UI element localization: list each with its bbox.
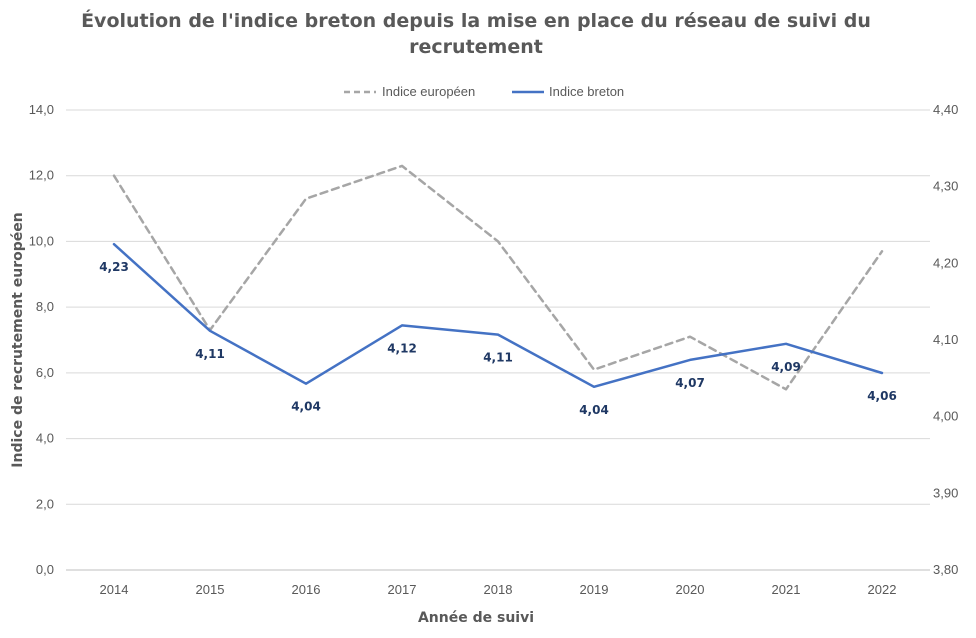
x-tick-label: 2020 (676, 582, 705, 597)
left-tick-label: 4,0 (36, 431, 54, 446)
series-line-indice-europeen (112, 164, 884, 391)
data-label: 4,04 (579, 403, 609, 417)
right-tick-label: 3,90 (933, 485, 958, 500)
left-tick-label: 10,0 (29, 233, 54, 248)
data-labels: 4,23 4,11 4,04 4,12 4,11 4,04 4,07 4,09 4,06 (99, 260, 897, 417)
x-tick-label: 2018 (484, 582, 513, 597)
data-label: 4,07 (675, 376, 705, 390)
right-tick-label: 4,10 (933, 332, 958, 347)
left-tick-label: 6,0 (36, 365, 54, 380)
left-tick-label: 8,0 (36, 299, 54, 314)
data-label: 4,23 (99, 260, 129, 274)
x-tick-label: 2022 (868, 582, 897, 597)
chart-title-line-1: Évolution de l'indice breton depuis la m… (81, 9, 871, 32)
right-tick-label: 4,20 (933, 255, 958, 270)
left-tick-label: 0,0 (36, 562, 54, 577)
x-tick-label: 2021 (772, 582, 801, 597)
left-tick-label: 12,0 (29, 168, 54, 183)
y-axis-title: Indice de recrutement européen (10, 212, 26, 467)
right-tick-label: 4,30 (933, 179, 958, 194)
series-layer (112, 164, 884, 391)
right-tick-label: 4,40 (933, 102, 958, 117)
data-label: 4,04 (291, 400, 321, 414)
data-label: 4,06 (867, 389, 897, 403)
gridlines (66, 109, 930, 571)
right-tick-label: 3,80 (933, 562, 958, 577)
data-label: 4,11 (483, 351, 513, 365)
data-label: 4,12 (387, 341, 417, 355)
x-axis-title: Année de suivi (418, 610, 534, 626)
data-label: 4,09 (771, 360, 801, 374)
left-tick-label: 2,0 (36, 496, 54, 511)
x-tick-label: 2017 (388, 582, 417, 597)
x-tick-label: 2019 (580, 582, 609, 597)
x-tick-label: 2015 (196, 582, 225, 597)
right-tick-label: 4,00 (933, 409, 958, 424)
series-line-indice-breton (112, 242, 884, 389)
legend-label-indice-breton: Indice breton (549, 84, 624, 99)
left-tick-label: 14,0 (29, 102, 54, 117)
data-label: 4,11 (195, 347, 225, 361)
x-tick-label: 2014 (100, 582, 129, 597)
x-axis-ticks: 2014 2015 2016 2017 2018 2019 2020 2021 2022 (100, 582, 897, 597)
right-axis-ticks: 3,80 3,90 4,00 4,10 4,20 4,30 4,40 (933, 102, 958, 577)
x-tick-label: 2016 (292, 582, 321, 597)
legend-label-indice-europeen: Indice européen (382, 84, 475, 99)
chart-title-line-2: recrutement (409, 36, 543, 58)
left-axis-ticks: 0,0 2,0 4,0 6,0 8,0 10,0 12,0 14,0 (29, 102, 54, 577)
legend: Indice européen Indice breton (344, 84, 624, 99)
